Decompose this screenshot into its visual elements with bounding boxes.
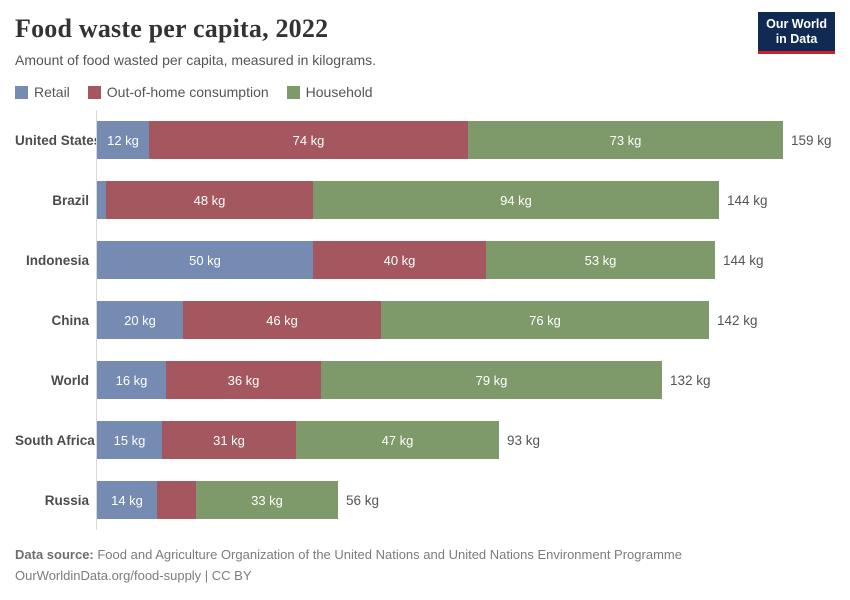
country-label[interactable]: Indonesia	[25, 252, 89, 268]
footer: Data source: Food and Agriculture Organi…	[15, 544, 835, 586]
legend-label: Out-of-home consumption	[106, 84, 269, 100]
bar-chart: United States 12 kg 74 kg 73 kg 159 kg Brazil…	[15, 110, 835, 530]
bar-segment-household[interactable]: 94 kg	[313, 181, 719, 219]
segment-value-label: 33 kg	[251, 492, 283, 508]
segment-value-label: 20 kg	[124, 312, 156, 328]
footer-link[interactable]: OurWorldinData.org/food-supply | CC BY	[15, 568, 252, 583]
stacked-bar: 14 kg 33 kg	[97, 481, 338, 519]
bar-segment-retail[interactable]: 20 kg	[97, 301, 183, 339]
bar-row: China 20 kg 46 kg 76 kg 142 kg	[15, 290, 835, 350]
total-label: 144 kg	[723, 252, 764, 268]
bar-segment-out-of-home-consumption[interactable]: 40 kg	[313, 241, 486, 279]
bar-segment-retail[interactable]: 50 kg	[97, 241, 313, 279]
stacked-bar: 12 kg 74 kg 73 kg	[97, 121, 783, 159]
segment-value-label: 47 kg	[381, 432, 414, 448]
owid-logo: Our World in Data	[758, 12, 835, 54]
bar-segment-household[interactable]: 73 kg	[468, 121, 783, 159]
bar-row: World 16 kg 36 kg 79 kg 132 kg	[15, 350, 835, 410]
country-label[interactable]: United States	[15, 132, 102, 148]
bar-segment-retail[interactable]: 15 kg	[97, 421, 162, 459]
total-label: 132 kg	[670, 372, 711, 388]
stacked-bar: 15 kg 31 kg 47 kg	[97, 421, 499, 459]
bar-segment-household[interactable]: 53 kg	[486, 241, 715, 279]
bar-segment-out-of-home-consumption[interactable]: 46 kg	[183, 301, 381, 339]
legend: Retail Out-of-home consumption Household	[15, 84, 373, 100]
bar-segment-household[interactable]: 47 kg	[296, 421, 499, 459]
chart-title: Food waste per capita, 2022	[15, 14, 329, 43]
footer-datasource: Data source: Food and Agriculture Organi…	[15, 544, 835, 565]
country-label[interactable]: South Africa	[15, 432, 95, 448]
bar-segment-out-of-home-consumption[interactable]: 31 kg	[162, 421, 296, 459]
stacked-bar: 16 kg 36 kg 79 kg	[97, 361, 662, 399]
segment-value-label: 50 kg	[189, 252, 221, 268]
country-label[interactable]: World	[51, 372, 89, 388]
bar-row: Brazil 48 kg 94 kg 144 kg	[15, 170, 835, 230]
total-label: 159 kg	[791, 132, 832, 148]
header: Food waste per capita, 2022 Amount of fo…	[15, 12, 835, 68]
total-label: 142 kg	[717, 312, 758, 328]
segment-value-label: 94 kg	[500, 192, 532, 208]
segment-value-label: 14 kg	[111, 492, 143, 508]
y-axis-line	[96, 110, 97, 530]
segment-value-label: 74 kg	[292, 132, 325, 148]
segment-value-label: 15 kg	[113, 432, 146, 448]
stacked-bar: 20 kg 46 kg 76 kg	[97, 301, 709, 339]
legend-swatch-household	[286, 85, 300, 99]
legend-label: Household	[305, 84, 373, 100]
footer-datasource-text: Food and Agriculture Organization of the…	[93, 547, 682, 562]
bar-segment-retail[interactable]	[97, 181, 106, 219]
country-label[interactable]: Brazil	[52, 192, 89, 208]
owid-logo-line1: Our World	[766, 17, 827, 31]
segment-value-label: 48 kg	[193, 192, 226, 208]
segment-value-label: 16 kg	[115, 372, 148, 388]
bar-segment-retail[interactable]: 12 kg	[97, 121, 149, 159]
segment-value-label: 12 kg	[107, 132, 139, 148]
total-label: 56 kg	[346, 492, 380, 508]
bar-segment-household[interactable]: 76 kg	[381, 301, 709, 339]
bar-segment-household[interactable]: 33 kg	[196, 481, 338, 519]
bar-row: United States 12 kg 74 kg 73 kg 159 kg	[15, 110, 835, 170]
owid-logo-line2: in Data	[775, 32, 818, 46]
bar-row: Russia 14 kg 33 kg 56 kg	[15, 470, 835, 530]
segment-value-label: 53 kg	[584, 252, 617, 268]
legend-swatch-out-of-home-consumption	[87, 85, 101, 99]
bar-row: South Africa 15 kg 31 kg 47 kg 93 kg	[15, 410, 835, 470]
legend-label: Retail	[34, 84, 70, 100]
country-label[interactable]: China	[51, 312, 89, 328]
segment-value-label: 73 kg	[609, 132, 642, 148]
segment-value-label: 46 kg	[266, 312, 298, 328]
bar-segment-out-of-home-consumption[interactable]: 48 kg	[106, 181, 313, 219]
segment-value-label: 79 kg	[475, 372, 508, 388]
legend-item-retail[interactable]: Retail	[15, 84, 70, 100]
bar-segment-household[interactable]: 79 kg	[321, 361, 662, 399]
country-label[interactable]: Russia	[44, 492, 89, 508]
chart-subtitle: Amount of food wasted per capita, measur…	[15, 51, 377, 68]
bar-row: Indonesia 50 kg 40 kg 53 kg 144 kg	[15, 230, 835, 290]
segment-value-label: 31 kg	[213, 432, 245, 448]
total-label: 144 kg	[727, 192, 768, 208]
footer-datasource-label: Data source:	[15, 547, 94, 562]
stacked-bar: 50 kg 40 kg 53 kg	[97, 241, 715, 279]
bar-segment-retail[interactable]: 14 kg	[97, 481, 157, 519]
segment-value-label: 76 kg	[529, 312, 561, 328]
legend-item-out-of-home-consumption[interactable]: Out-of-home consumption	[87, 84, 269, 100]
bar-segment-retail[interactable]: 16 kg	[97, 361, 166, 399]
legend-item-household[interactable]: Household	[286, 84, 373, 100]
legend-swatch-retail	[15, 85, 28, 99]
bar-segment-out-of-home-consumption[interactable]: 36 kg	[166, 361, 321, 399]
total-label: 93 kg	[507, 432, 541, 448]
bar-segment-out-of-home-consumption[interactable]	[157, 481, 196, 519]
stacked-bar: 48 kg 94 kg	[97, 181, 719, 219]
segment-value-label: 40 kg	[383, 252, 416, 268]
bar-segment-out-of-home-consumption[interactable]: 74 kg	[149, 121, 468, 159]
segment-value-label: 36 kg	[227, 372, 260, 388]
